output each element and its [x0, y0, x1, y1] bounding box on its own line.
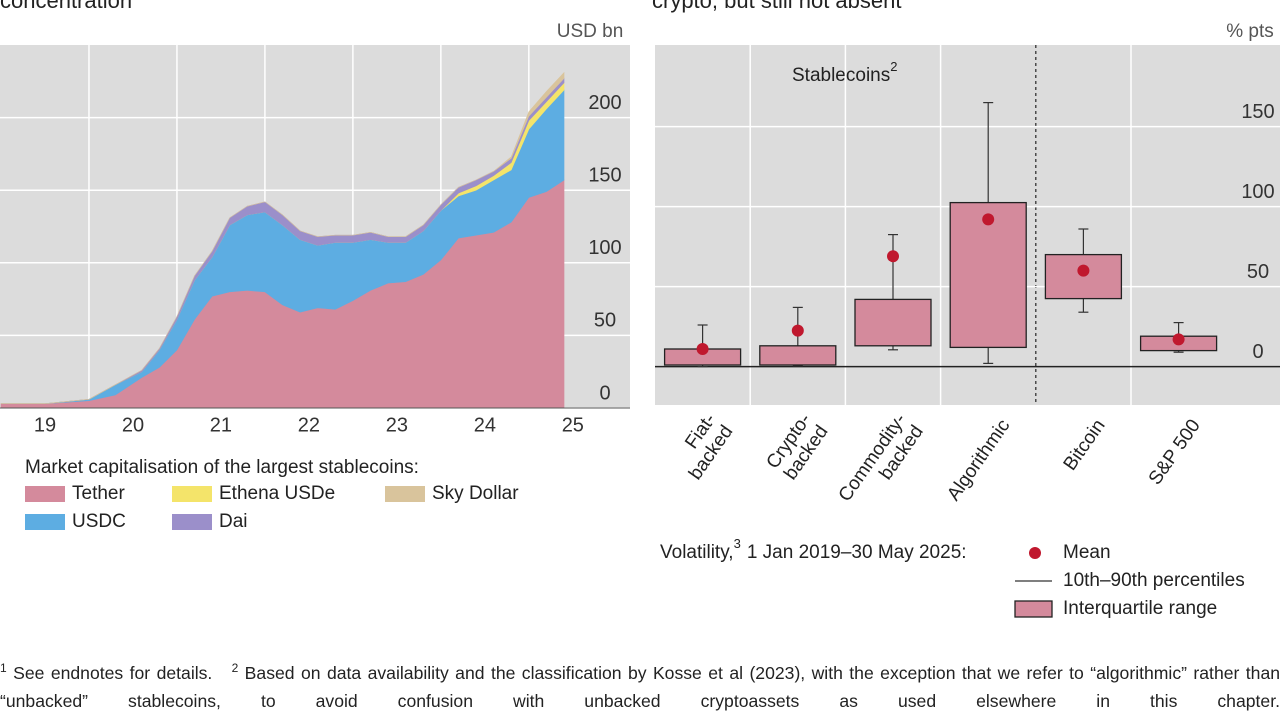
x-tick-label: 22	[298, 414, 320, 436]
x-tick-label: Bitcoin	[1060, 416, 1110, 475]
footnotes: 1 See endnotes for details. 2 Based on d…	[0, 654, 1280, 715]
legend-dot	[1029, 547, 1041, 559]
y-tick-label: 100	[1241, 181, 1274, 203]
legend-title-sup: 3	[734, 536, 741, 551]
legend-label: Mean	[1063, 542, 1111, 563]
mean-dot	[791, 324, 804, 337]
left-unit: USD bn	[557, 21, 624, 42]
legend-title-text: Volatility,	[660, 542, 734, 563]
x-tick-label: 20	[122, 414, 144, 436]
box	[759, 345, 837, 366]
legend-swatch	[172, 486, 212, 502]
x-tick-label: 19	[34, 414, 56, 436]
annotation-sup: 2	[890, 59, 897, 74]
x-tick-label: Fiat-backed	[668, 410, 737, 484]
right-legend-title: Volatility,3 1 Jan 2019–30 May 2025:	[660, 536, 967, 563]
area	[1, 71, 565, 404]
y-tick-label: 50	[594, 310, 616, 332]
right-unit: % pts	[1226, 21, 1274, 42]
mean-dot	[887, 250, 899, 263]
left-title: concentration	[0, 0, 132, 13]
right-title: crypto, but still not absent	[652, 0, 901, 13]
legend-label: Interquartile range	[1063, 598, 1217, 619]
legend-label: Tether	[72, 483, 125, 504]
legend-swatch	[25, 486, 65, 502]
legend-label: Ethena USDe	[219, 483, 335, 504]
x-tick-label: Crypto-backed	[763, 410, 833, 485]
annotation-text: Stablecoins	[792, 65, 890, 86]
y-tick-label: 150	[1241, 101, 1274, 123]
footnote-text: See endnotes for details.	[13, 662, 213, 683]
x-tick-label: 23	[386, 414, 408, 436]
left-legend-title: Market capitalisation of the largest sta…	[25, 457, 419, 478]
legend-label: Dai	[219, 511, 248, 532]
mean-dot	[1172, 333, 1185, 346]
legend-swatch	[25, 514, 65, 530]
x-tick-label: 24	[474, 414, 496, 436]
legend-label: Sky Dollar	[432, 483, 519, 504]
footnote-marker: 1	[0, 661, 7, 675]
mean-dot	[1077, 264, 1090, 277]
box	[854, 298, 932, 347]
legend-swatch	[172, 514, 212, 530]
footnote-marker: 2	[231, 661, 239, 675]
x-tick-label: Algorithmic	[943, 416, 1014, 505]
mean-dot	[982, 213, 995, 226]
y-tick-label: 0	[599, 382, 610, 404]
y-tick-label: 200	[588, 92, 621, 114]
y-tick-label: 50	[1247, 261, 1269, 283]
x-tick-label: S&P 500	[1145, 416, 1205, 489]
annotation: Stablecoins2	[792, 59, 897, 86]
legend-label: USDC	[72, 511, 126, 532]
y-tick-label: 0	[1252, 341, 1263, 363]
y-tick-label: 100	[588, 237, 621, 259]
box	[949, 201, 1027, 349]
legend-swatch	[1014, 600, 1053, 618]
legend-title-rest: 1 Jan 2019–30 May 2025:	[747, 542, 967, 563]
x-tick-label: 25	[562, 414, 584, 436]
x-tick-label: Commodity-backed	[835, 410, 928, 518]
mean-dot	[696, 343, 709, 355]
y-tick-label: 150	[588, 164, 621, 186]
legend-label: 10th–90th percentiles	[1063, 570, 1245, 591]
legend-swatch	[385, 486, 425, 502]
charts: concentration crypto, but still not abse…	[0, 0, 1280, 619]
x-tick-label: 21	[210, 414, 232, 436]
footnote-text: Based on data availability and the class…	[0, 662, 1280, 711]
